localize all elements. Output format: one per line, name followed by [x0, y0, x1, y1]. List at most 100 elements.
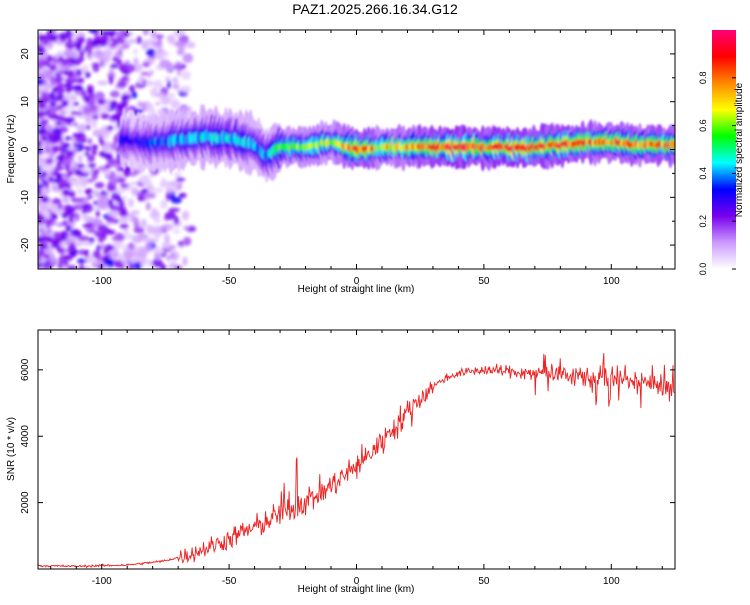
noise-blob: [77, 154, 83, 164]
y-tick-label: 2000: [20, 491, 31, 514]
noise-blob: [43, 69, 52, 80]
noise-blob: [64, 164, 71, 172]
noise-blob: [53, 231, 61, 239]
noise-blob: [40, 35, 49, 41]
noise-blob: [65, 86, 72, 94]
noise-blob: [61, 221, 67, 226]
noise-blob: [60, 126, 69, 133]
noise-blob: [179, 192, 187, 198]
noise-blob: [49, 64, 57, 71]
noise-blob: [172, 78, 179, 87]
noise-blob: [93, 200, 98, 206]
noise-blob: [110, 63, 118, 69]
noise-blob: [84, 71, 91, 78]
noise-blob: [38, 165, 41, 175]
noise-blob: [142, 78, 147, 84]
noise-blob: [108, 30, 117, 36]
noise-blob: [171, 251, 180, 261]
noise-blob: [122, 31, 131, 37]
colorbar: 0.0 0.2 0.4 0.6 0.8 Normalized spectral ampl…: [698, 30, 745, 275]
noise-blob: [54, 165, 64, 171]
noise-blob: [80, 176, 89, 186]
noise-blob: [70, 197, 79, 203]
noise-blob: [107, 181, 113, 188]
noise-blob: [76, 258, 87, 264]
noise-blob: [47, 55, 53, 63]
noise-blob: [165, 191, 170, 202]
noise-blob: [77, 171, 87, 176]
noise-blob: [133, 227, 145, 234]
noise-blob: [137, 101, 143, 108]
noise-blob: [109, 90, 120, 98]
noise-blob: [140, 256, 147, 267]
colorbar-tick-label: 0.6: [698, 119, 708, 132]
noise-blob: [81, 211, 88, 220]
noise-blob: [65, 224, 72, 232]
noise-blob: [38, 262, 43, 268]
noise-blob: [182, 53, 194, 64]
noise-blob: [60, 99, 69, 108]
noise-blob: [134, 261, 142, 269]
noise-blob: [84, 188, 92, 195]
noise-blob: [78, 54, 85, 63]
noise-blob: [91, 144, 99, 150]
y-tick-label: 10: [20, 96, 31, 108]
noise-blob: [124, 39, 131, 45]
noise-blob: [100, 113, 110, 120]
noise-blob: [57, 203, 63, 210]
x-tick-label: -50: [222, 276, 237, 287]
noise-blob: [61, 196, 70, 204]
noise-blob: [176, 177, 186, 182]
noise-blob: [73, 61, 81, 66]
noise-blob: [149, 172, 155, 177]
noise-blob: [66, 69, 75, 78]
noise-blob: [136, 249, 148, 257]
noise-blob: [161, 241, 171, 249]
noise-blob: [111, 113, 122, 121]
noise-blob: [81, 209, 88, 214]
snr-marks: [38, 353, 675, 569]
noise-blob: [118, 216, 128, 223]
noise-blob: [147, 72, 152, 78]
noise-blob: [78, 235, 90, 242]
noise-blob: [100, 190, 107, 196]
noise-blob: [67, 245, 75, 252]
noise-blob: [136, 36, 143, 45]
noise-blob: [160, 199, 168, 210]
noise-blob: [88, 30, 98, 34]
noise-blob: [167, 92, 175, 100]
noise-blob: [38, 63, 44, 69]
noise-blob: [148, 184, 155, 194]
noise-blob: [62, 260, 69, 266]
noise-blob: [113, 188, 126, 194]
noise-blob: [105, 244, 115, 252]
x-tick-label: 50: [478, 576, 490, 587]
figure-title: PAZ1.2025.266.16.34.G12: [292, 1, 458, 17]
noise-blob: [38, 248, 45, 257]
noise-blob: [56, 161, 62, 167]
noise-blob: [45, 62, 51, 68]
noise-blob: [99, 138, 105, 147]
y-tick-label: -20: [20, 237, 31, 252]
noise-cloud: [38, 30, 197, 269]
noise-blob: [76, 77, 85, 84]
noise-blob: [78, 264, 85, 269]
noise-blob: [49, 149, 55, 157]
noise-blob: [52, 237, 62, 245]
noise-blob: [87, 226, 95, 234]
noise-blob: [43, 182, 50, 187]
snr-x-label: Height of straight line (km): [298, 584, 415, 595]
noise-blob: [107, 209, 119, 219]
noise-blob: [38, 78, 44, 86]
noise-blob: [106, 229, 116, 235]
noise-blob: [120, 94, 131, 101]
noise-blob: [111, 205, 116, 211]
noise-blob: [153, 217, 162, 224]
ridge-core: [671, 140, 675, 150]
noise-blob: [127, 169, 139, 177]
noise-blob: [119, 183, 129, 189]
noise-blob: [58, 256, 64, 264]
noise-blob: [150, 30, 157, 39]
noise-blob: [152, 40, 163, 49]
